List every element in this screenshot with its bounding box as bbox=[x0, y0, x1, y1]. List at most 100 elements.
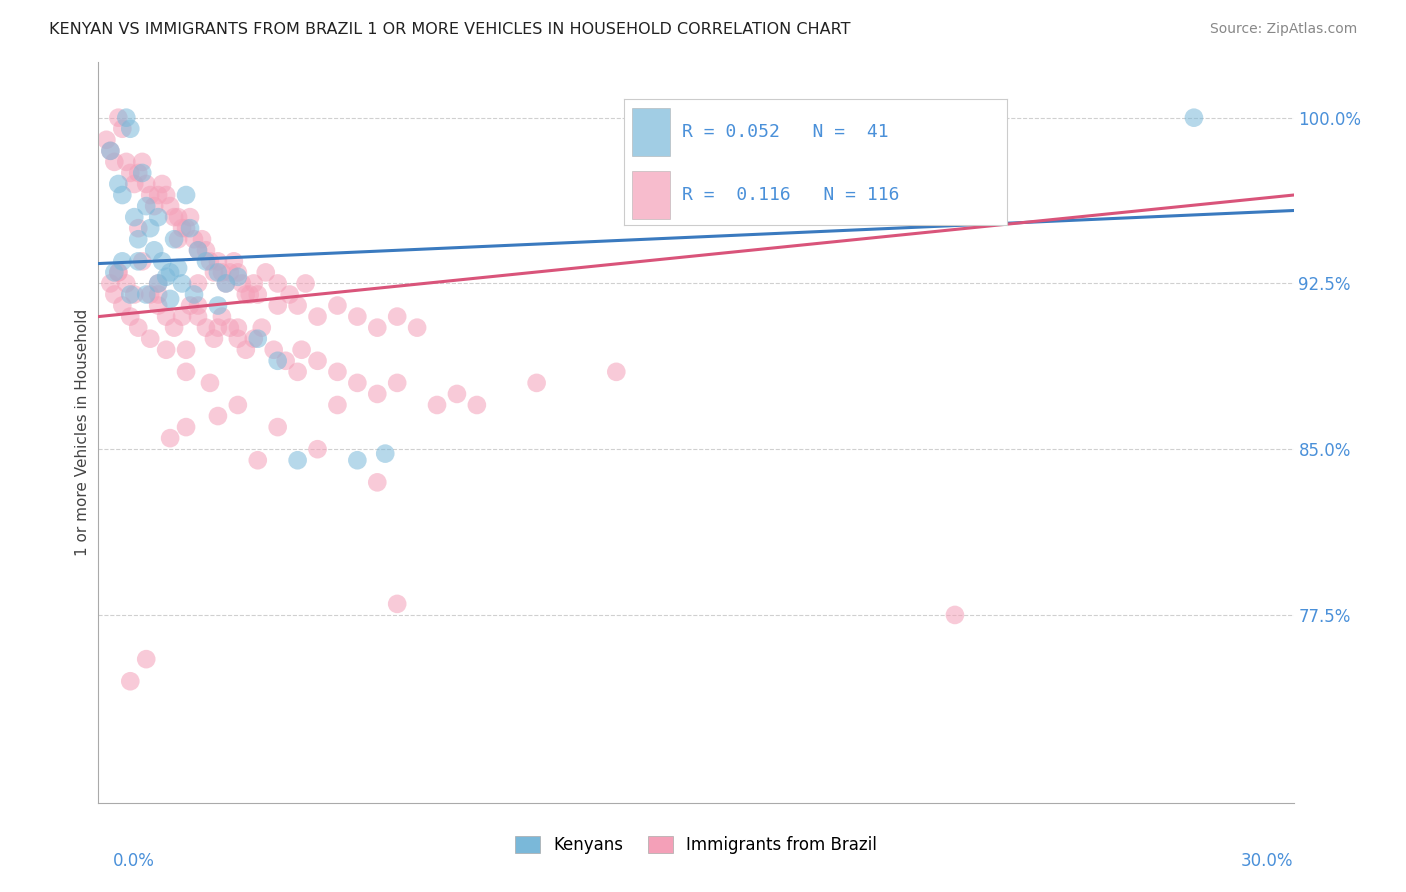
Point bbox=[278, 287, 301, 301]
Point bbox=[163, 320, 186, 334]
Point bbox=[120, 310, 142, 324]
Point bbox=[219, 265, 242, 279]
Point bbox=[148, 188, 170, 202]
Point bbox=[346, 310, 368, 324]
Point bbox=[155, 188, 177, 202]
Point bbox=[243, 277, 266, 291]
Point bbox=[120, 287, 142, 301]
Point bbox=[211, 310, 233, 324]
Point bbox=[246, 287, 269, 301]
Point bbox=[139, 188, 162, 202]
Point bbox=[207, 320, 229, 334]
Point bbox=[96, 133, 118, 147]
Point bbox=[120, 166, 142, 180]
Point bbox=[163, 210, 186, 224]
Point bbox=[131, 154, 153, 169]
Point bbox=[131, 166, 153, 180]
Point bbox=[187, 277, 209, 291]
Point bbox=[167, 260, 190, 275]
Point bbox=[167, 232, 190, 246]
Point bbox=[120, 121, 142, 136]
Point bbox=[174, 420, 197, 434]
Point bbox=[139, 332, 162, 346]
Point bbox=[274, 353, 297, 368]
Point bbox=[135, 199, 157, 213]
Point bbox=[239, 287, 262, 301]
Point bbox=[159, 431, 181, 445]
Point bbox=[526, 376, 548, 390]
Point bbox=[202, 265, 225, 279]
Point bbox=[174, 188, 197, 202]
Point bbox=[163, 232, 186, 246]
Point bbox=[98, 144, 122, 158]
Point bbox=[127, 166, 149, 180]
Point bbox=[172, 221, 194, 235]
Point bbox=[207, 265, 229, 279]
Point bbox=[183, 287, 205, 301]
Point bbox=[226, 269, 249, 284]
Point bbox=[202, 332, 225, 346]
Point bbox=[191, 232, 214, 246]
Point bbox=[148, 210, 170, 224]
Point bbox=[326, 398, 349, 412]
Point bbox=[103, 154, 125, 169]
Point bbox=[135, 177, 157, 191]
Point bbox=[167, 210, 190, 224]
Point bbox=[124, 177, 146, 191]
Point bbox=[111, 121, 134, 136]
Point bbox=[187, 244, 209, 258]
Point bbox=[148, 277, 170, 291]
Point bbox=[98, 144, 122, 158]
Point bbox=[346, 376, 368, 390]
Point bbox=[246, 332, 269, 346]
Point bbox=[139, 287, 162, 301]
Point bbox=[198, 254, 221, 268]
Point bbox=[195, 254, 218, 268]
Point bbox=[263, 343, 285, 357]
Point bbox=[207, 299, 229, 313]
Point bbox=[115, 111, 138, 125]
Point bbox=[385, 376, 409, 390]
Point bbox=[943, 607, 966, 622]
Point bbox=[148, 287, 170, 301]
Point bbox=[385, 310, 409, 324]
Point bbox=[984, 111, 1007, 125]
Point bbox=[115, 154, 138, 169]
Point bbox=[150, 254, 173, 268]
Point bbox=[103, 265, 125, 279]
Point bbox=[226, 398, 249, 412]
Point bbox=[219, 320, 242, 334]
Point bbox=[366, 475, 388, 490]
Point bbox=[207, 409, 229, 423]
Point bbox=[307, 442, 329, 457]
Point bbox=[267, 277, 290, 291]
Point bbox=[155, 269, 177, 284]
Point bbox=[195, 320, 218, 334]
Point bbox=[267, 299, 290, 313]
Point bbox=[243, 332, 266, 346]
Point bbox=[605, 365, 627, 379]
Point bbox=[174, 343, 197, 357]
Point bbox=[211, 265, 233, 279]
Point bbox=[250, 320, 273, 334]
Point bbox=[174, 221, 197, 235]
Point bbox=[174, 365, 197, 379]
Point bbox=[267, 420, 290, 434]
Point bbox=[135, 652, 157, 666]
Point bbox=[1182, 111, 1205, 125]
Point bbox=[465, 398, 488, 412]
Point bbox=[148, 299, 170, 313]
Point bbox=[326, 365, 349, 379]
Point bbox=[111, 299, 134, 313]
Point bbox=[107, 111, 129, 125]
Point bbox=[172, 277, 194, 291]
Point bbox=[187, 244, 209, 258]
Point bbox=[287, 365, 309, 379]
Point bbox=[148, 277, 170, 291]
Text: 0.0%: 0.0% bbox=[112, 852, 155, 870]
Point bbox=[120, 674, 142, 689]
Point bbox=[127, 232, 149, 246]
Point bbox=[115, 277, 138, 291]
Point bbox=[291, 343, 314, 357]
Point bbox=[226, 320, 249, 334]
